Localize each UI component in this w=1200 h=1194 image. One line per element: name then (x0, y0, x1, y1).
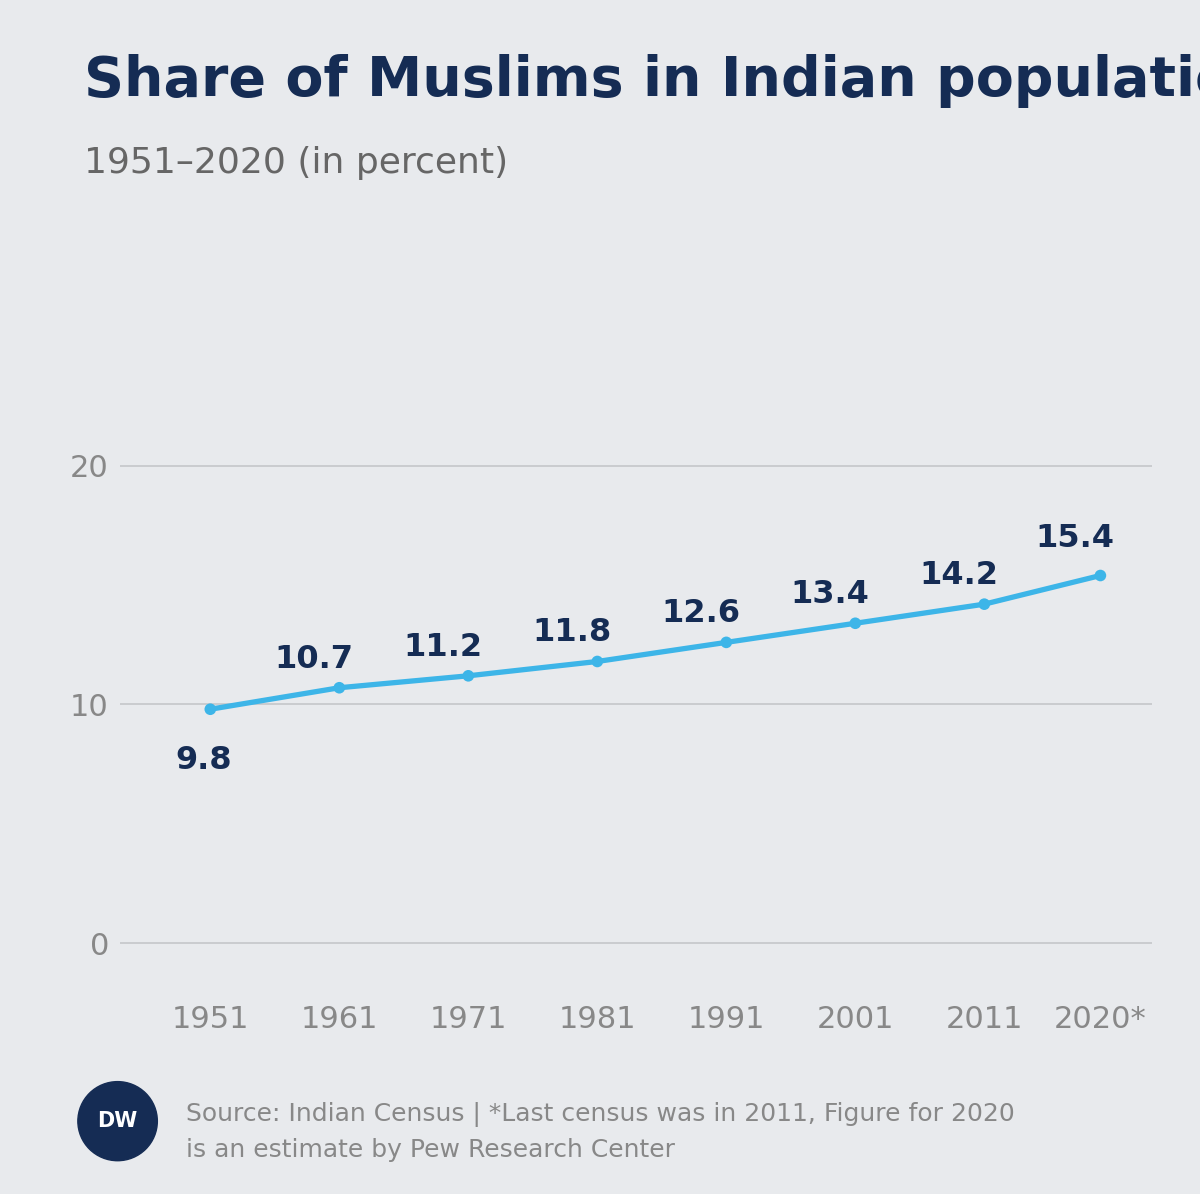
Text: 11.8: 11.8 (532, 617, 611, 648)
Point (588, 652, 607, 671)
Point (458, 666, 478, 685)
Text: Share of Muslims in Indian population: Share of Muslims in Indian population (84, 54, 1200, 107)
Circle shape (78, 1082, 157, 1161)
Text: 12.6: 12.6 (661, 598, 740, 629)
Point (846, 614, 865, 633)
Point (716, 633, 736, 652)
Text: 9.8: 9.8 (175, 745, 232, 776)
Text: 10.7: 10.7 (274, 644, 353, 675)
Text: Source: Indian Census | *Last census was in 2011, Figure for 2020
is an estimate: Source: Indian Census | *Last census was… (186, 1102, 1015, 1163)
Text: 11.2: 11.2 (403, 632, 482, 663)
Point (200, 700, 220, 719)
Point (330, 678, 349, 697)
Text: 13.4: 13.4 (790, 579, 869, 610)
Text: DW: DW (97, 1112, 138, 1131)
Text: 14.2: 14.2 (919, 560, 998, 591)
Point (1091, 566, 1110, 585)
Point (974, 595, 994, 614)
Text: 1951–2020 (in percent): 1951–2020 (in percent) (84, 146, 508, 179)
Text: 15.4: 15.4 (1036, 523, 1114, 554)
